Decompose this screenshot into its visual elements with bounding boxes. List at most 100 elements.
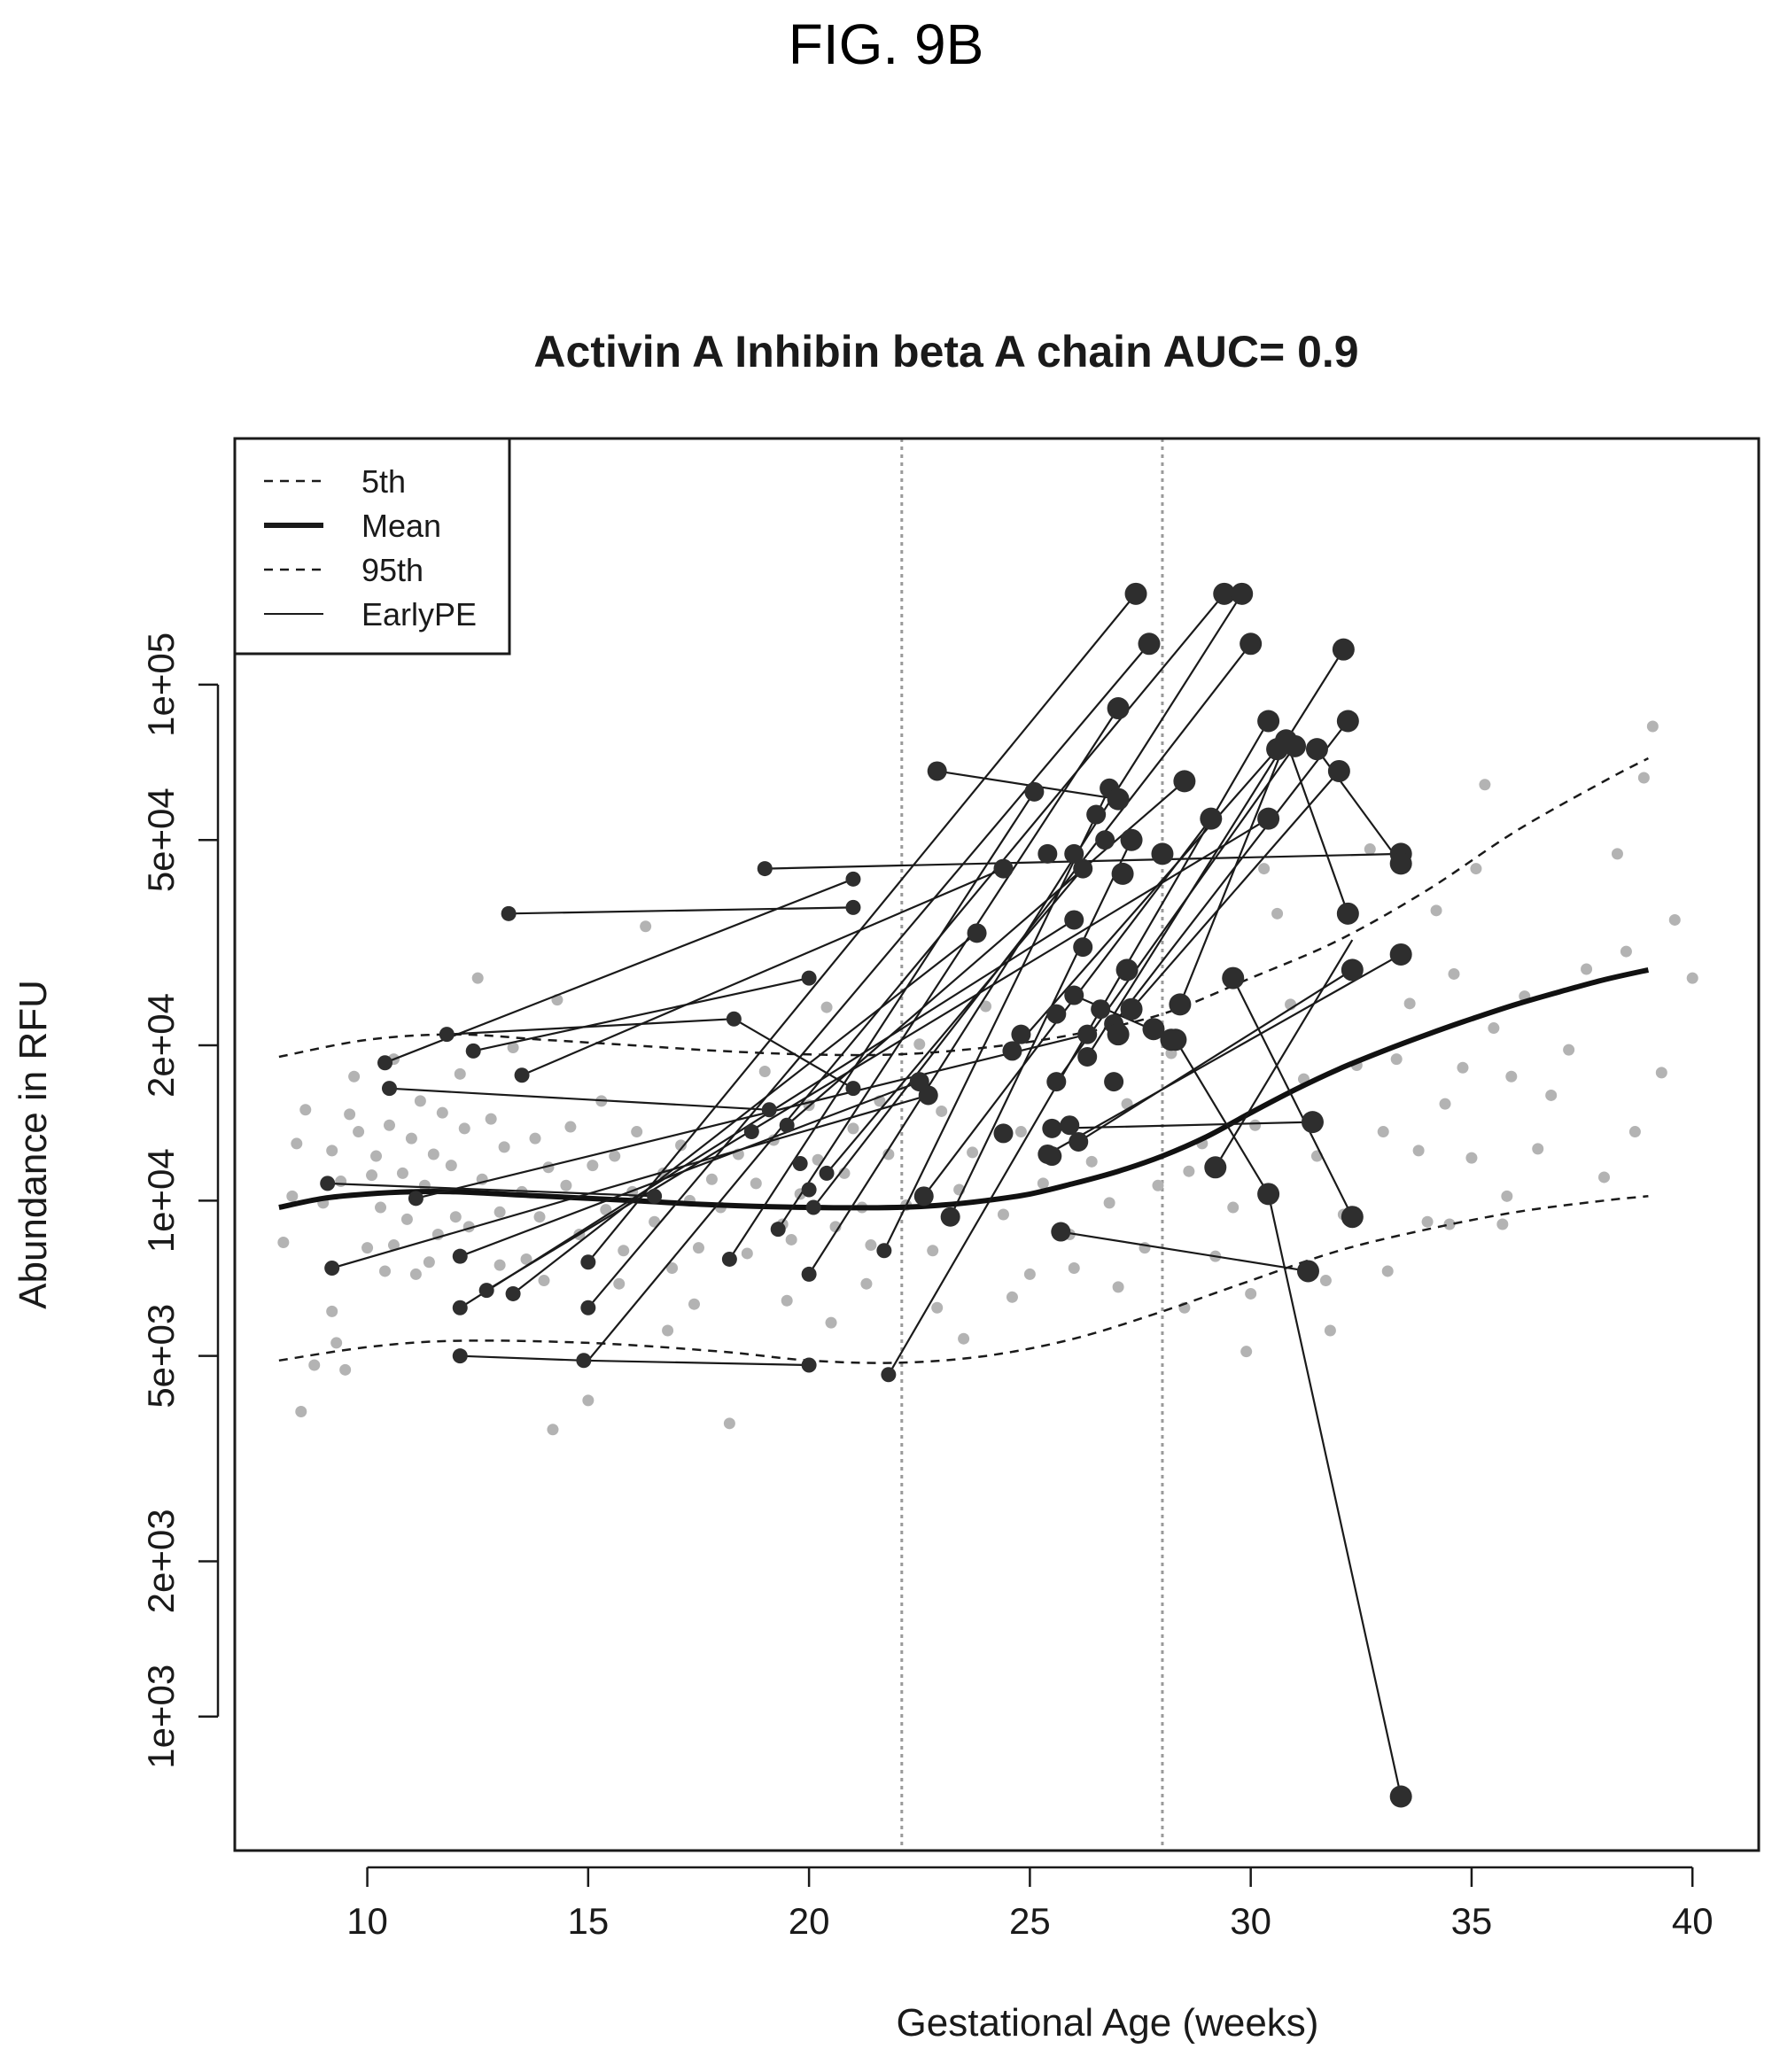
- earlype-point: [1115, 958, 1139, 982]
- earlype-point: [876, 1243, 892, 1259]
- earlype-point: [909, 1072, 929, 1092]
- earlype-line: [331, 1094, 929, 1269]
- x-tick-label: 25: [1009, 1900, 1051, 1942]
- background-point: [600, 1204, 612, 1216]
- background-point: [1381, 1265, 1394, 1277]
- background-point: [533, 1211, 546, 1223]
- earlype-line: [922, 818, 1212, 1197]
- earlype-point: [1024, 781, 1045, 802]
- earlype-line: [1011, 748, 1278, 1052]
- earlype-point: [1204, 1156, 1227, 1179]
- earlype-point: [1222, 966, 1245, 989]
- y-tick-label: 1e+03: [140, 1665, 182, 1769]
- earlype-point: [452, 1300, 468, 1315]
- background-point: [1403, 997, 1416, 1010]
- background-point: [640, 920, 652, 933]
- earlype-point: [927, 761, 947, 781]
- background-point: [335, 1176, 347, 1188]
- earlype-point: [845, 1081, 861, 1097]
- earlype-point: [1073, 937, 1093, 958]
- earlype-point: [770, 1222, 786, 1238]
- earlype-line: [1052, 1121, 1313, 1129]
- background-point: [705, 1173, 718, 1185]
- background-point: [436, 1106, 448, 1119]
- earlype-point: [1077, 1046, 1098, 1067]
- earlype-point: [881, 1367, 897, 1383]
- earlype-point: [1046, 1004, 1067, 1024]
- earlype-point: [1332, 638, 1355, 661]
- background-point: [1496, 1218, 1509, 1230]
- earlype-line: [882, 788, 1111, 1252]
- background-point: [1443, 1218, 1456, 1230]
- earlype-point: [1231, 582, 1254, 605]
- earlype-point: [1120, 997, 1143, 1020]
- earlype-point: [505, 1285, 521, 1301]
- background-point: [400, 1213, 413, 1225]
- earlype-point: [1107, 697, 1130, 720]
- earlype-line: [777, 707, 1120, 1230]
- curve-mean: [278, 966, 1650, 1211]
- earlype-point: [743, 1124, 759, 1140]
- background-point: [1611, 848, 1623, 860]
- background-point: [494, 1206, 506, 1218]
- earlype-point: [1051, 1222, 1071, 1242]
- background-point: [582, 1394, 595, 1407]
- earlype-point: [801, 1357, 817, 1373]
- background-point: [825, 1316, 837, 1329]
- earlype-point: [1069, 1131, 1089, 1152]
- background-point: [618, 1245, 630, 1257]
- earlype-point: [845, 871, 861, 887]
- earlype-point: [1336, 902, 1359, 925]
- background-point: [414, 1095, 426, 1107]
- background-point: [785, 1233, 797, 1246]
- percentile-curves: [278, 757, 1650, 1364]
- background-point: [383, 1119, 395, 1131]
- plot-area: [233, 437, 1760, 1852]
- earlype-point: [845, 899, 861, 915]
- earlype-point: [320, 1176, 336, 1191]
- background-point: [308, 1359, 321, 1371]
- earlype-point: [1002, 1041, 1022, 1061]
- x-axis: 10 15 20 25 30 35 40: [346, 1866, 1714, 1942]
- background-point: [485, 1113, 497, 1125]
- background-point: [1023, 1268, 1036, 1280]
- background-point: [547, 1424, 559, 1436]
- earlype-point: [1341, 1206, 1364, 1229]
- background-point: [564, 1121, 577, 1133]
- background-point: [1421, 1215, 1434, 1228]
- earlype-line: [786, 780, 1185, 1127]
- background-point: [471, 972, 484, 984]
- earlype-point: [792, 1155, 808, 1171]
- background-point: [1470, 863, 1482, 875]
- y-tick-label: 2e+04: [140, 993, 182, 1098]
- earlype-point: [913, 1186, 934, 1207]
- curve-5th: [278, 1195, 1649, 1364]
- background-point: [405, 1132, 417, 1145]
- earlype-point: [1257, 710, 1280, 733]
- earlype-point: [1064, 843, 1084, 864]
- earlype-line: [587, 643, 1150, 1309]
- y-axis-label: Abundance in RFU: [12, 980, 55, 1309]
- background-point: [370, 1150, 383, 1162]
- background-point: [662, 1324, 674, 1337]
- background-point: [520, 1253, 532, 1265]
- earlype-line: [1285, 740, 1349, 914]
- earlype-line: [459, 1081, 921, 1258]
- background-point: [1227, 1201, 1240, 1214]
- background-point: [1439, 1098, 1451, 1110]
- earlype-point: [1336, 710, 1359, 733]
- background-point: [529, 1132, 541, 1145]
- earlype-point: [1077, 1024, 1098, 1044]
- earlype-line: [1055, 745, 1296, 1083]
- background-point: [1581, 963, 1593, 975]
- background-point: [609, 1150, 621, 1162]
- earlype-line: [1178, 740, 1287, 1005]
- earlype-point: [1120, 828, 1143, 851]
- earlype-line: [447, 1018, 854, 1090]
- earlype-point: [1107, 788, 1130, 811]
- earlype-point: [726, 1011, 742, 1027]
- earlype-point: [452, 1348, 468, 1364]
- earlype-point: [1327, 759, 1350, 782]
- earlype-line: [512, 932, 978, 1295]
